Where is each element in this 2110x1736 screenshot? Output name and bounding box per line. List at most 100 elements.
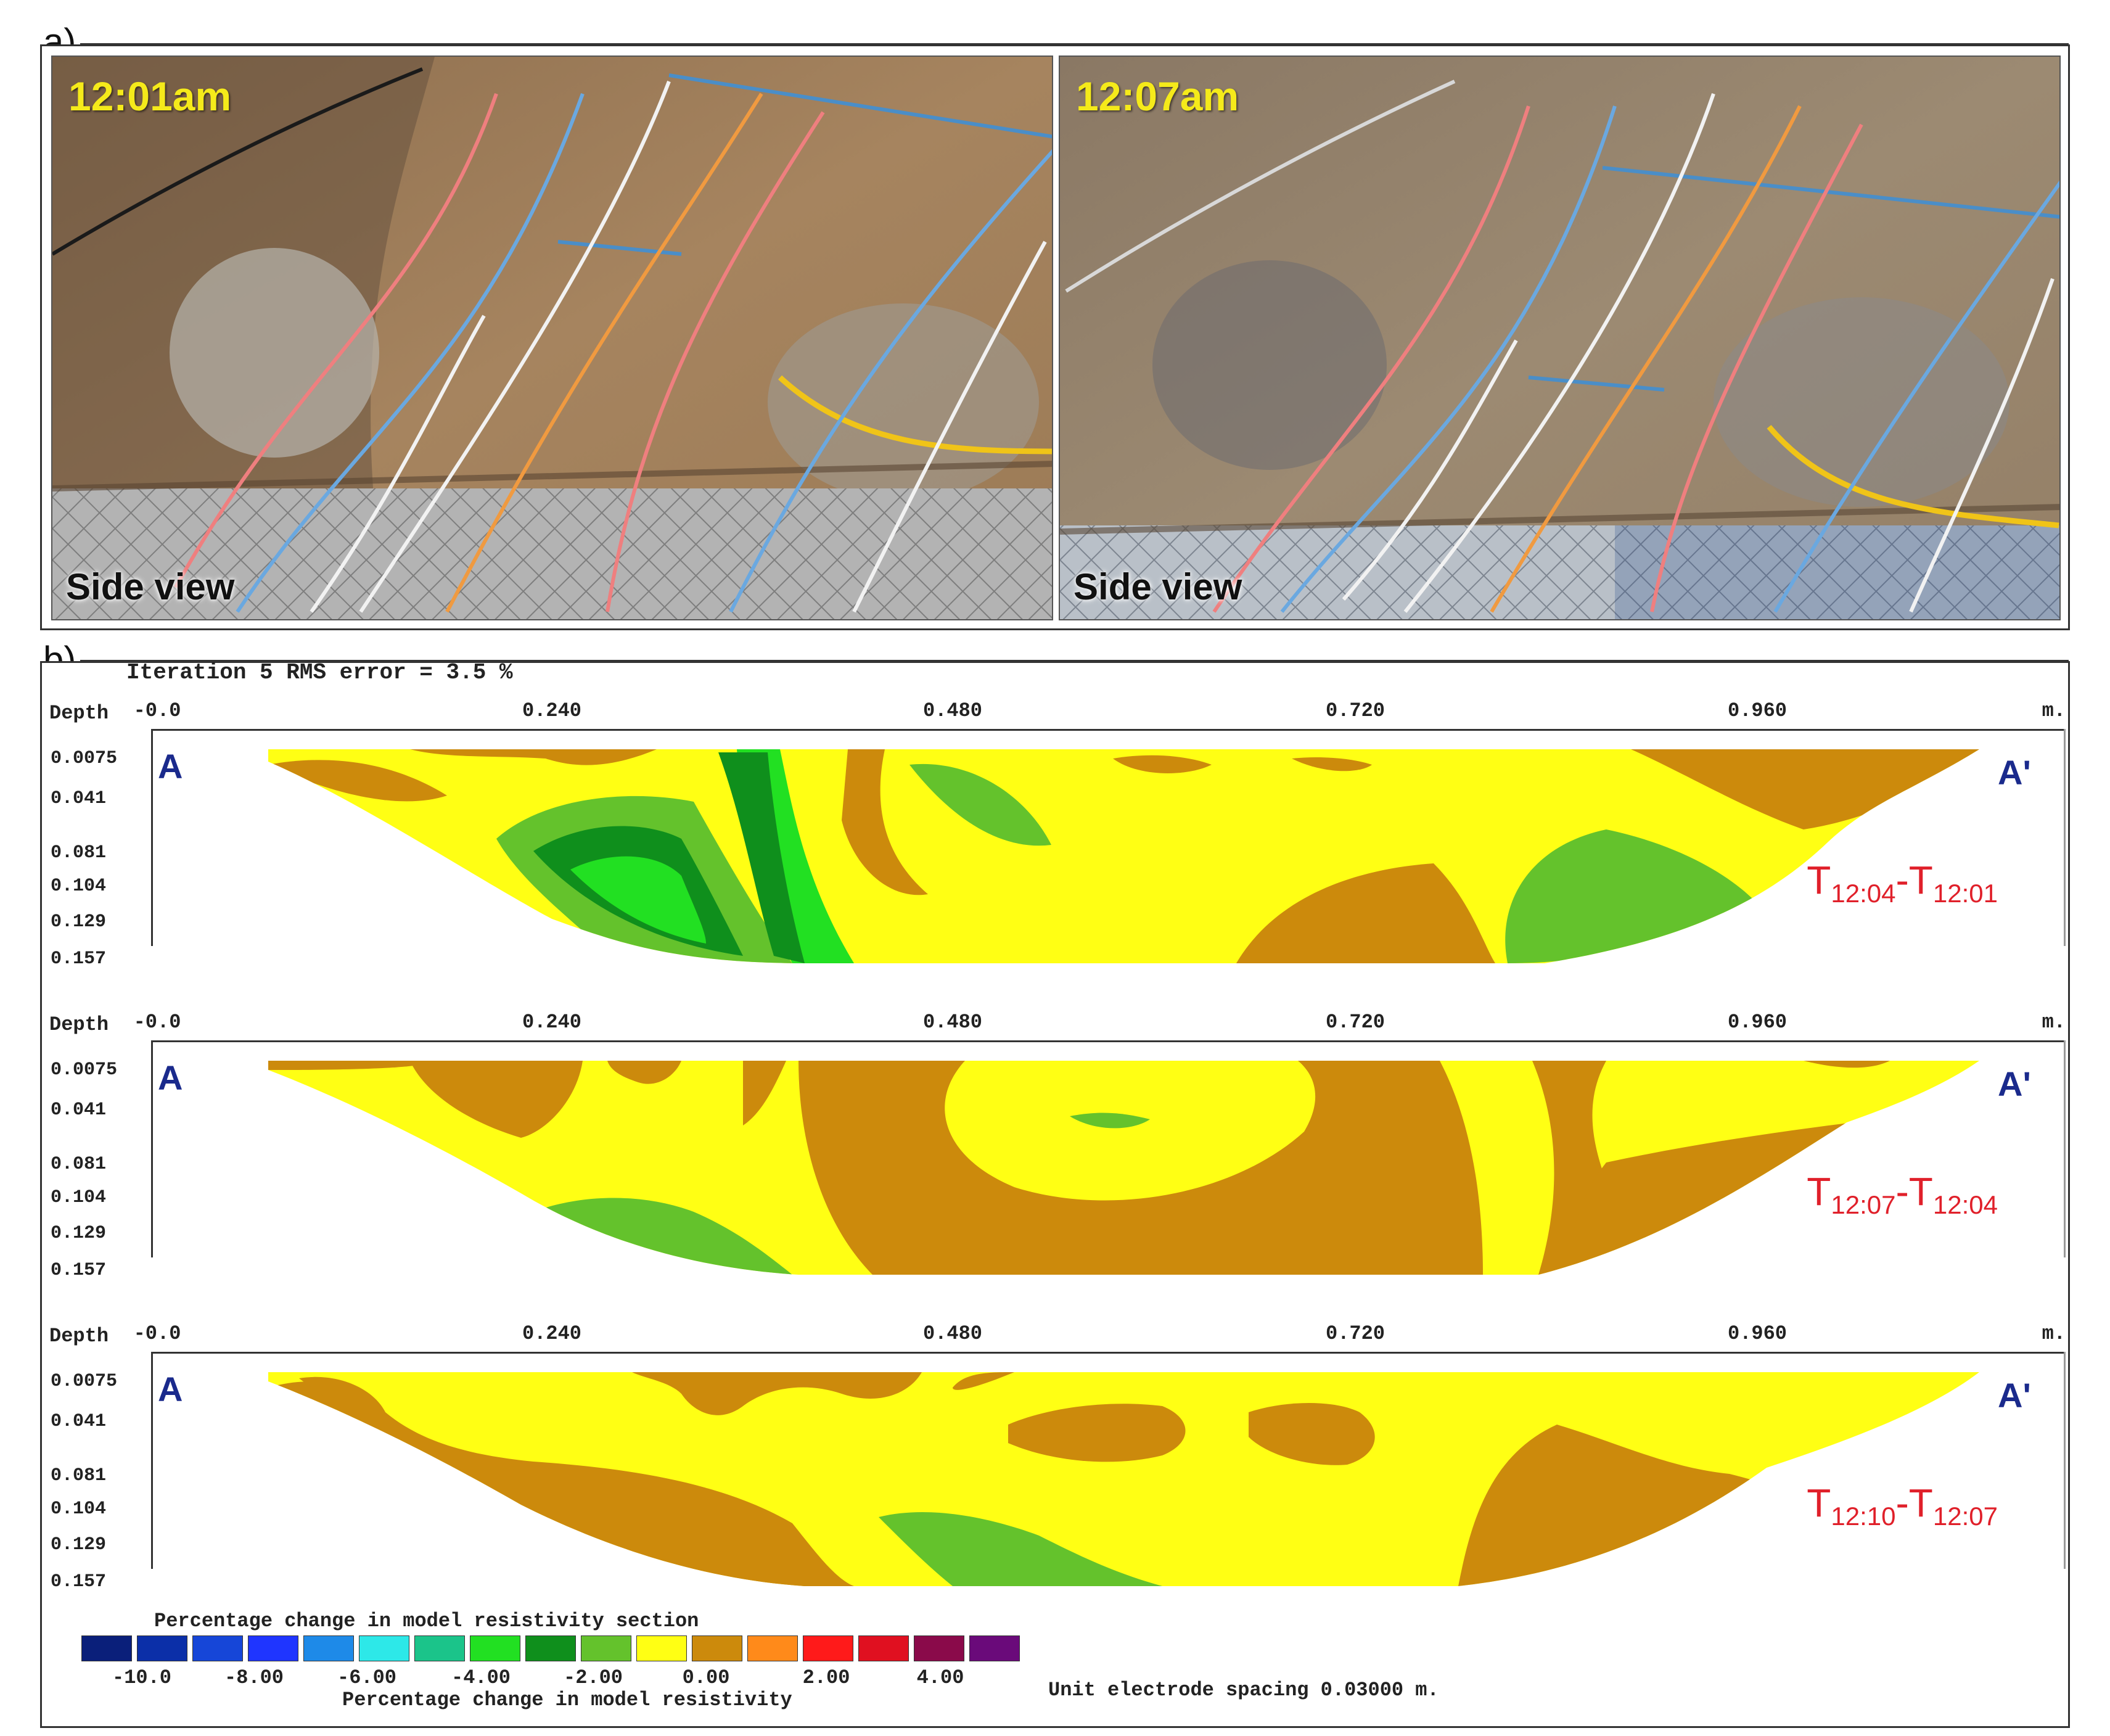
legend-swatch: [914, 1635, 964, 1661]
resistivity-section-3: [268, 1372, 1979, 1586]
y-tick: 0.157: [51, 1260, 107, 1281]
legend-swatch: [581, 1635, 631, 1661]
y-tick: 0.081: [51, 1465, 107, 1486]
y-tick: 0.129: [51, 1223, 107, 1244]
x-tick: 0.720: [1325, 1322, 1385, 1345]
x-tick: 0.480: [922, 699, 983, 722]
section-2: Depth -0.0 0.240 0.480 0.720 0.960 m. 0.…: [43, 1008, 2072, 1281]
time-from: 12:04: [1831, 878, 1896, 908]
right-axis-line: [2064, 1352, 2066, 1569]
y-tick: 0.157: [51, 948, 107, 969]
y-tick: 0.081: [51, 1154, 107, 1175]
legend-subtitle: Percentage change in model resistivity: [342, 1689, 792, 1711]
y-tick: 0.0075: [51, 1371, 118, 1392]
y-axis-line: [151, 729, 153, 946]
photo-left-image: [52, 57, 1052, 619]
y-tick: 0.104: [51, 1499, 107, 1520]
y-tick: 0.0075: [51, 748, 118, 769]
panel-b-header-line: [80, 660, 2069, 662]
right-axis-line: [2064, 1040, 2066, 1257]
color-legend: [81, 1635, 1020, 1661]
photo-right-image: [1060, 57, 2059, 619]
resistivity-section-1: [268, 749, 1979, 963]
legend-tick: 4.00: [916, 1666, 964, 1689]
y-tick: 0.041: [51, 1100, 107, 1121]
y-tick: 0.041: [51, 788, 107, 809]
legend-tick: 0.00: [682, 1666, 730, 1689]
time-difference-label: T12:07-T12:04: [1807, 1169, 1998, 1219]
y-tick: 0.104: [51, 1187, 107, 1208]
y-tick: 0.129: [51, 1534, 107, 1555]
x-tick: 0.240: [522, 699, 582, 722]
section-end-label: A': [1998, 753, 2031, 792]
legend-swatch: [414, 1635, 465, 1661]
legend-swatch: [359, 1635, 409, 1661]
section-start-label: A: [158, 1058, 183, 1097]
time-difference-label: T12:10-T12:07: [1807, 1481, 1998, 1531]
x-unit: m.: [2042, 1322, 2066, 1345]
legend-swatch: [525, 1635, 576, 1661]
x-tick: 0.240: [522, 1011, 582, 1034]
y-tick: 0.081: [51, 842, 107, 863]
legend-tick: 2.00: [802, 1666, 850, 1689]
legend-swatch: [747, 1635, 798, 1661]
x-tick: 0.480: [922, 1011, 983, 1034]
x-tick: 0.480: [922, 1322, 983, 1345]
legend-tick: -8.00: [224, 1666, 284, 1689]
panel-a-header-line: [80, 43, 2069, 45]
x-tick: 0.960: [1727, 1322, 1788, 1345]
x-tick: 0.720: [1325, 699, 1385, 722]
legend-swatch: [137, 1635, 187, 1661]
right-axis-line: [2064, 729, 2066, 946]
section-3: Depth -0.0 0.240 0.480 0.720 0.960 m. 0.…: [43, 1320, 2072, 1592]
photo-left-time: 12:01am: [68, 73, 232, 119]
legend-swatch: [803, 1635, 853, 1661]
x-tick: 0.720: [1325, 1011, 1385, 1034]
legend-swatch: [969, 1635, 1020, 1661]
section-start-label: A: [158, 747, 183, 786]
iteration-rms-text: Iteration 5 RMS error = 3.5 %: [126, 660, 513, 685]
legend-swatch: [692, 1635, 742, 1661]
x-tick: -0.0: [133, 1011, 181, 1034]
legend-swatch: [636, 1635, 687, 1661]
legend-swatch: [192, 1635, 243, 1661]
legend-title: Percentage change in model resistivity s…: [154, 1610, 699, 1632]
time-difference-label: T12:04-T12:01: [1807, 858, 1998, 908]
x-tick: -0.0: [133, 1322, 181, 1345]
y-axis-line: [151, 1040, 153, 1257]
legend-tick: -10.0: [112, 1666, 172, 1689]
x-axis-line: [151, 729, 2066, 731]
y-tick: 0.157: [51, 1571, 107, 1592]
resistivity-section-2: [268, 1061, 1979, 1275]
photo-left: 12:01am Side view: [51, 56, 1053, 620]
legend-swatch: [303, 1635, 354, 1661]
time-from: 12:10: [1831, 1501, 1896, 1531]
section-end-label: A': [1998, 1064, 2031, 1103]
depth-axis-title: Depth: [49, 1325, 109, 1347]
y-tick: 0.041: [51, 1411, 107, 1432]
x-tick: 0.960: [1727, 1011, 1788, 1034]
depth-axis-title: Depth: [49, 1013, 109, 1036]
photo-left-caption: Side view: [66, 566, 235, 607]
x-unit: m.: [2042, 699, 2066, 722]
legend-swatch: [81, 1635, 132, 1661]
x-tick: -0.0: [133, 699, 181, 722]
legend-swatch: [248, 1635, 298, 1661]
time-to: 12:04: [1932, 1190, 1998, 1219]
x-tick: 0.960: [1727, 699, 1788, 722]
y-tick: 0.129: [51, 911, 107, 932]
y-tick: 0.104: [51, 876, 107, 897]
photo-right-caption: Side view: [1073, 566, 1242, 607]
time-to: 12:01: [1932, 878, 1998, 908]
y-tick: 0.0075: [51, 1059, 118, 1080]
photo-right: 12:07am Side view: [1059, 56, 2061, 620]
section-end-label: A': [1998, 1376, 2031, 1415]
legend-tick: -6.00: [337, 1666, 397, 1689]
time-to: 12:07: [1932, 1501, 1998, 1531]
time-from: 12:07: [1831, 1190, 1896, 1219]
section-start-label: A: [158, 1370, 183, 1409]
x-axis-line: [151, 1352, 2066, 1354]
x-tick: 0.240: [522, 1322, 582, 1345]
depth-axis-title: Depth: [49, 702, 109, 725]
electrode-spacing: Unit electrode spacing 0.03000 m.: [1048, 1679, 1439, 1701]
